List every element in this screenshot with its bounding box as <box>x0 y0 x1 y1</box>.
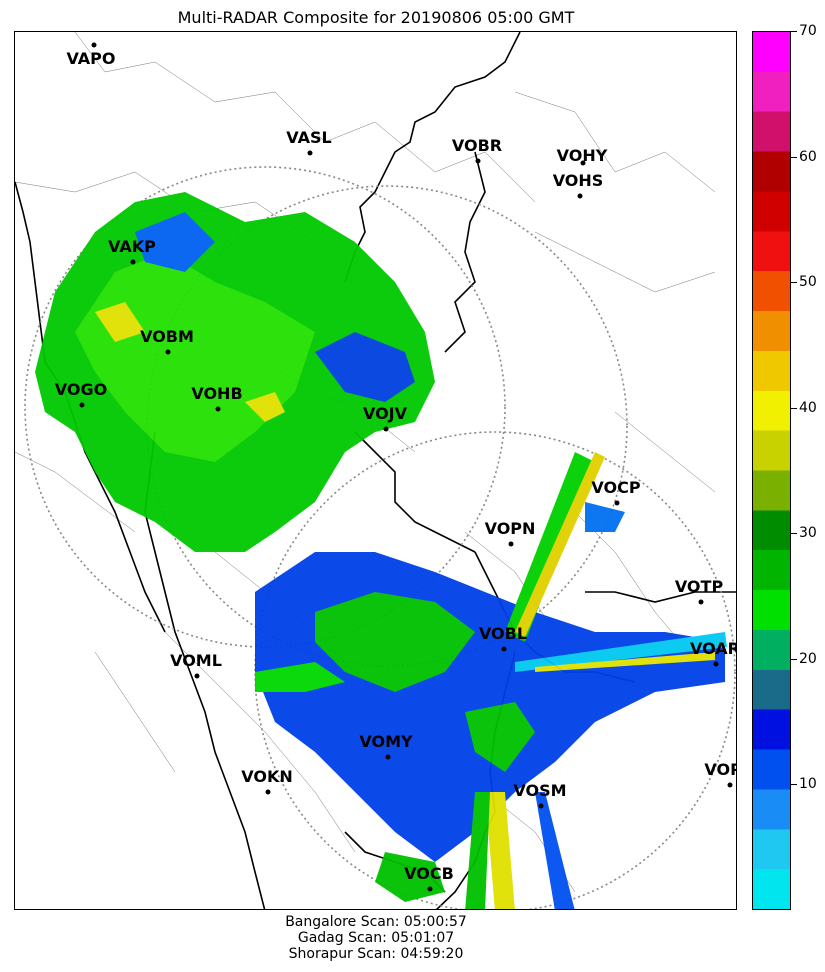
station-marker-vohb <box>215 406 221 412</box>
colorbar-tick-label: 60 <box>799 148 817 165</box>
station-marker-vasl <box>307 150 313 156</box>
station-label-vohb: VOHB <box>191 384 243 403</box>
colorbar-tick-label: 30 <box>799 525 817 542</box>
colorbar-tick <box>791 282 797 284</box>
radar-map[interactable]: VAPO VASL VOBR VOHY VOHS VAKP VOBM VOGO VOHB VOJV… <box>14 31 737 910</box>
station-label-vomy: VOMY <box>359 732 413 751</box>
echo-beam-1 <box>505 452 595 642</box>
radar-echoes <box>35 192 727 909</box>
colorbar-tick <box>791 533 797 535</box>
station-label-vogo: VOGO <box>54 380 108 399</box>
station-label-vokn: VOKN <box>241 767 293 786</box>
colorbar-tick-label: 70 <box>799 23 817 39</box>
station-label-voml: VOML <box>170 651 222 670</box>
station-label-vobl: VOBL <box>478 624 528 643</box>
scan-times: Bangalore Scan: 05:00:57 Gadag Scan: 05:… <box>0 914 752 962</box>
station-marker-vomy <box>385 754 391 760</box>
station-label-vopn: VOPN <box>484 519 536 538</box>
station-label-vapo: VAPO <box>66 49 116 68</box>
station-label-vosm: VOSM <box>513 781 567 800</box>
station-marker-voml <box>194 673 200 679</box>
station-marker-votp <box>698 599 704 605</box>
station-label-vakp: VAKP <box>108 237 156 256</box>
station-label-vobm: VOBM <box>140 327 194 346</box>
station-marker-vohy <box>580 160 586 166</box>
station-marker-vohs <box>577 193 583 199</box>
station-label-vojv: VOJV <box>362 404 408 423</box>
colorbar-tick-label: 20 <box>799 650 817 667</box>
map-title: Multi-RADAR Composite for 20190806 05:00… <box>177 8 575 27</box>
station-label-voar: VOAR <box>690 639 737 658</box>
station-marker-vokn <box>265 789 271 795</box>
station-label-vasl: VASL <box>286 128 332 147</box>
station-label-vobr: VOBR <box>451 136 503 155</box>
station-marker-voar <box>713 661 719 667</box>
radar-map-canvas <box>15 32 736 909</box>
station-label-vocb: VOCB <box>404 864 454 883</box>
station-label-vopc: VOPC <box>704 760 736 779</box>
scan-time-shorapur: Shorapur Scan: 04:59:20 <box>288 946 464 962</box>
colorbar <box>752 31 791 910</box>
station-marker-vocb <box>427 886 433 892</box>
station-marker-vobr <box>475 158 481 164</box>
station-marker-vocp <box>614 500 620 506</box>
colorbar-tick-label: 50 <box>799 274 817 291</box>
station-marker-vakp <box>130 259 136 265</box>
colorbar-tick-label: 40 <box>799 399 817 416</box>
station-marker-vobm <box>165 349 171 355</box>
station-marker-vosm <box>538 803 544 809</box>
colorbar-tick <box>791 407 797 409</box>
colorbar-tick <box>791 156 797 158</box>
echo-beam-3 <box>485 792 515 909</box>
colorbar-tick <box>791 31 797 32</box>
colorbar-tick <box>791 658 797 660</box>
station-marker-vopc <box>727 782 733 788</box>
station-label-vohs: VOHS <box>552 171 604 190</box>
colorbar-tick <box>791 784 797 786</box>
station-marker-vobl <box>501 646 507 652</box>
station-label-vohy: VOHY <box>556 146 608 165</box>
station-marker-vopn <box>508 541 514 547</box>
echo-beam-2 <box>515 632 727 672</box>
scan-time-gadag: Gadag Scan: 05:01:07 <box>297 930 455 946</box>
station-marker-vapo <box>91 42 97 48</box>
station-label-votp: VOTP <box>674 577 724 596</box>
scan-time-bangalore: Bangalore Scan: 05:00:57 <box>285 914 467 930</box>
colorbar-tick-label: 10 <box>799 776 817 793</box>
station-label-vocp: VOCP <box>591 478 641 497</box>
station-marker-vojv <box>383 426 389 432</box>
station-marker-vogo <box>79 402 85 408</box>
